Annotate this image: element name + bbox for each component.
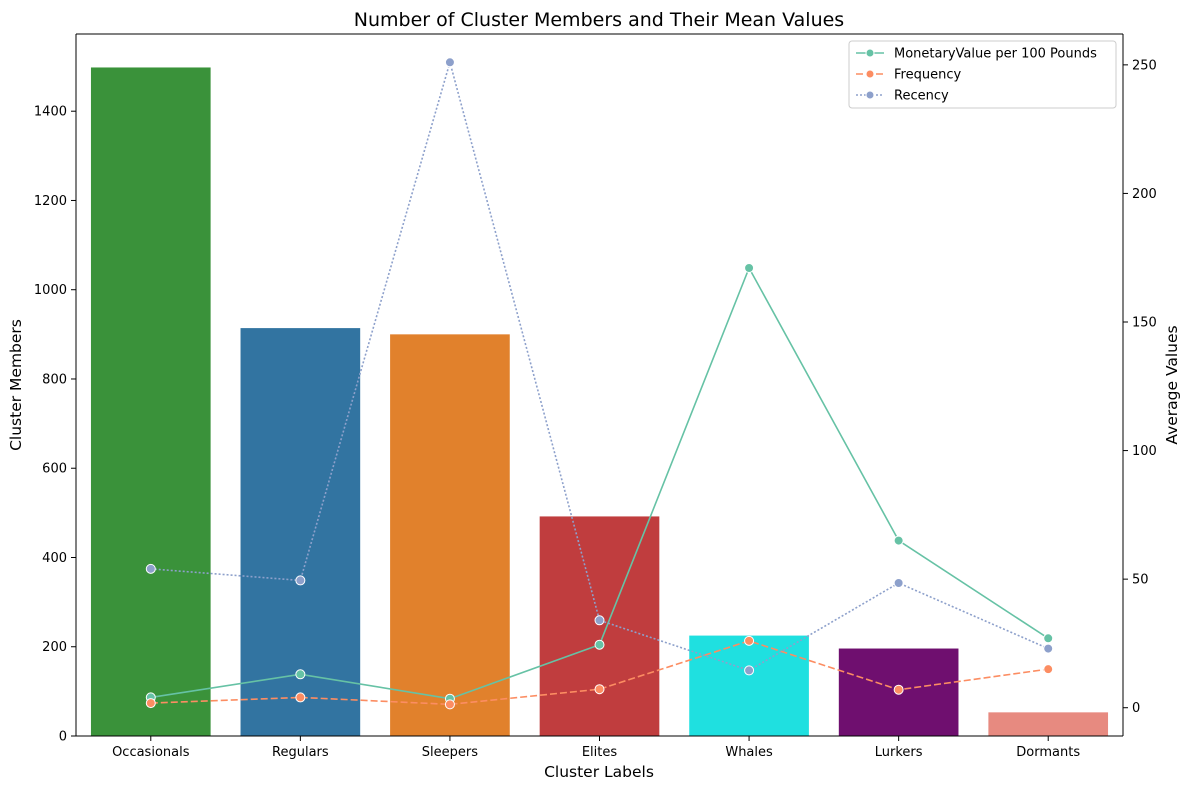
y-tick-label: 0: [59, 730, 67, 745]
line-point-2-1: [295, 575, 306, 586]
line-point-1-5: [893, 684, 904, 695]
x-axis-label: Cluster Labels: [544, 763, 654, 781]
legend-box: [848, 40, 1117, 109]
line-point-1-1: [295, 692, 306, 703]
bar-dormants: [988, 712, 1109, 736]
line-point-1-6: [1043, 664, 1054, 675]
legend-label: Frequency: [894, 68, 961, 83]
line-point-1-4: [744, 635, 755, 646]
y-tick-label: 600: [42, 462, 67, 477]
y-tick-label: 200: [42, 640, 67, 655]
y2-tick-label: 150: [1132, 316, 1157, 331]
chart-title: Number of Cluster Members and Their Mean…: [354, 9, 844, 31]
y-tick-label: 400: [42, 551, 67, 566]
y2-tick-label: 50: [1132, 573, 1149, 588]
legend-label: Recency: [894, 89, 949, 104]
line-point-0-3: [594, 639, 605, 650]
y-tick-label: 1000: [34, 283, 67, 298]
line-point-2-3: [594, 615, 605, 626]
y2-tick-label: 250: [1132, 58, 1157, 73]
x-tick-label: Occasionals: [112, 745, 190, 760]
x-tick-label: Regulars: [272, 745, 329, 760]
y-tick-label: 1200: [34, 194, 67, 209]
bar-regulars: [240, 328, 361, 736]
line-point-0-5: [893, 535, 904, 546]
bar-elites: [539, 516, 660, 736]
line-point-0-1: [295, 669, 306, 680]
bar-whales: [689, 635, 809, 736]
y2-tick-label: 0: [1132, 701, 1140, 716]
x-tick-label: Lurkers: [875, 745, 923, 760]
line-point-2-0: [145, 563, 156, 574]
line-point-2-2: [444, 57, 455, 68]
y-tick-label: 1400: [34, 105, 67, 120]
line-point-2-6: [1043, 643, 1054, 654]
x-tick-label: Elites: [582, 745, 618, 760]
line-point-1-0: [145, 698, 156, 709]
y2-tick-label: 100: [1132, 444, 1157, 459]
line-point-1-3: [594, 684, 605, 695]
x-tick-label: Dormants: [1016, 745, 1080, 760]
legend-marker-1: [865, 69, 875, 79]
plot-area: 0 200 400 600 800 1000 1200 1400 0 50 100 150 200 250…: [34, 33, 1157, 760]
line-point-0-6: [1043, 633, 1054, 644]
y2-tick-label: 200: [1132, 187, 1157, 202]
y-axis-label: Cluster Members: [7, 319, 25, 451]
bar-sleepers: [390, 334, 510, 736]
line-point-1-2: [444, 699, 455, 710]
x-tick-label: Sleepers: [422, 745, 478, 760]
y2-axis-label: Average Values: [1163, 325, 1181, 444]
legend-marker-0: [865, 48, 875, 58]
line-point-2-4: [744, 665, 755, 676]
x-tick-label: Whales: [725, 745, 773, 760]
line-point-0-4: [744, 263, 755, 273]
y-tick-label: 800: [42, 372, 67, 387]
legend-label: MonetaryValue per 100 Pounds: [894, 47, 1097, 62]
line-point-2-5: [893, 578, 904, 588]
legend-marker-2: [865, 90, 875, 100]
bar-occasionals: [90, 67, 211, 737]
